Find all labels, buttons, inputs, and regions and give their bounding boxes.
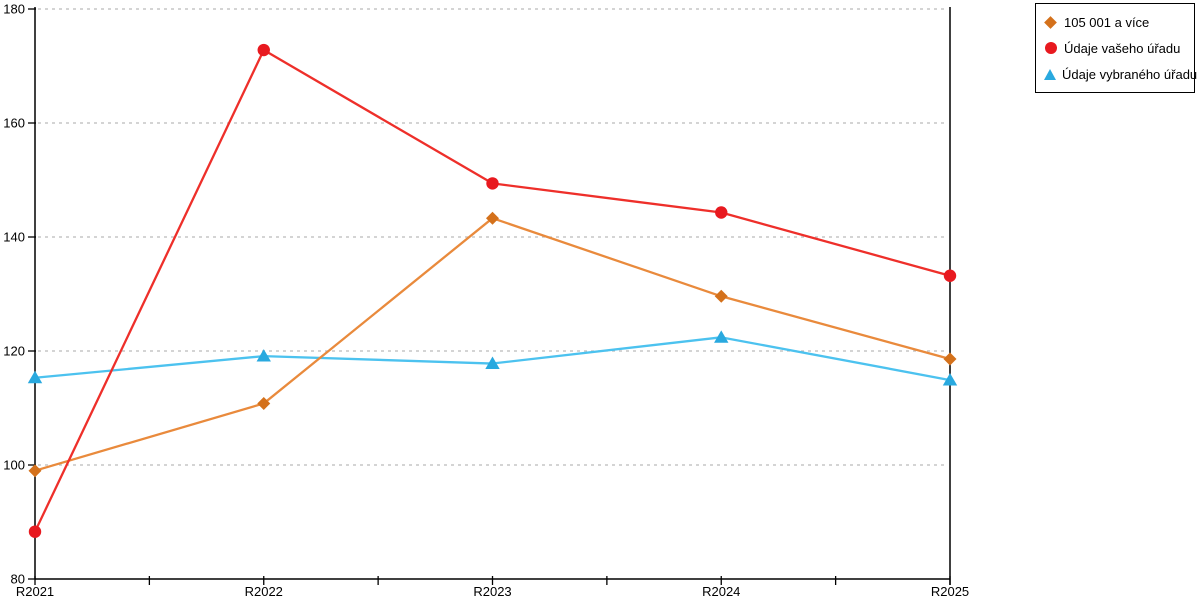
marker-triangle [942, 373, 958, 386]
series-line-1 [33, 48, 952, 533]
y-tick-label: 180 [3, 2, 25, 17]
marker-circle [943, 269, 957, 282]
marker-diamond [28, 464, 42, 478]
marker-diamond [714, 289, 728, 303]
y-tick-label: 120 [3, 344, 25, 359]
legend-label: Údaje vašeho úřadu [1064, 40, 1181, 56]
marker-circle [257, 43, 270, 57]
triangle-marker-icon [1044, 68, 1056, 80]
y-tick-label: 160 [3, 116, 25, 131]
marker-diamond [486, 211, 499, 225]
marker-diamond [943, 352, 957, 366]
y-tick-label: 80 [11, 572, 25, 587]
marker-triangle [714, 330, 729, 343]
x-tick-label: R2024 [702, 584, 740, 599]
diamond-marker-icon [1044, 15, 1057, 29]
legend: 105 001 a více Údaje vašeho úřadu Údaje … [1035, 3, 1197, 93]
x-tick-label: R2023 [473, 584, 511, 599]
legend-item-105001: 105 001 a více [1044, 9, 1192, 35]
marker-circle [28, 525, 42, 538]
legend-label: 105 001 a více [1064, 14, 1150, 30]
circle-marker-icon [1045, 42, 1057, 54]
marker-triangle [27, 370, 43, 384]
x-tick-label: R2022 [245, 584, 283, 599]
legend-item-vaseho-uradu: Údaje vašeho úřadu [1044, 35, 1192, 61]
legend-label: Údaje vybraného úřadu [1062, 66, 1198, 82]
marker-triangle [256, 349, 271, 362]
y-tick-label: 140 [3, 230, 25, 245]
marker-diamond [257, 396, 271, 410]
series-line-0 [33, 217, 952, 472]
legend-item-vybraneho-uradu: Údaje vybraného úřadu [1044, 61, 1197, 87]
marker-circle [486, 177, 499, 190]
x-tick-label: R2021 [16, 584, 54, 599]
x-tick-label: R2025 [931, 584, 969, 599]
marker-triangle [485, 356, 500, 369]
marker-circle [715, 206, 728, 219]
y-tick-label: 100 [3, 458, 25, 473]
